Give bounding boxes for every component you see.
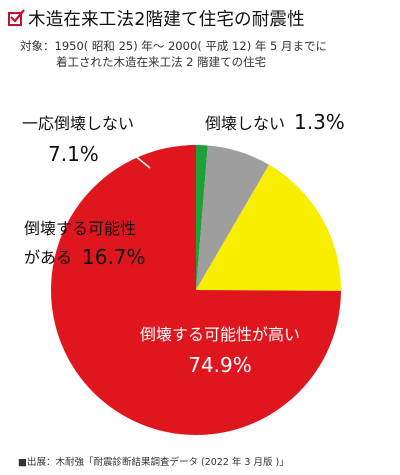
source-note: ■出展：木耐強「耐震診断結果調査データ (2022 年 3 月版 )」 bbox=[18, 457, 289, 468]
chart-header: 木造在来工法2階建て住宅の耐震性 bbox=[8, 6, 305, 31]
pie-slices bbox=[50, 145, 341, 435]
slice-may-collapse bbox=[196, 164, 341, 291]
check-box-icon bbox=[8, 8, 25, 26]
slice-no-collapse bbox=[196, 145, 208, 290]
slice-label-may-collapse-1: 倒壊する可能性 bbox=[24, 219, 136, 238]
slice-likely-collapse bbox=[50, 145, 341, 435]
slice-value-mostly-no-collapse: 7.1% bbox=[48, 142, 99, 166]
slice-value-likely-collapse: 74.9% bbox=[188, 353, 252, 377]
subtitle-line-1: 対象：1950( 昭和 25) 年～ 2000( 平成 12) 年 5 月までに bbox=[20, 39, 327, 53]
chart-subtitle: 対象：1950( 昭和 25) 年～ 2000( 平成 12) 年 5 月までに… bbox=[20, 38, 327, 70]
subtitle-line-2: 着工された木造在来工法 2 階建ての住宅 bbox=[56, 55, 267, 69]
slice-value-no-collapse: 1.3% bbox=[294, 110, 345, 134]
slice-label-likely-collapse: 倒壊する可能性が高い bbox=[140, 325, 300, 344]
slice-mostly-no-collapse bbox=[196, 145, 270, 290]
slice-label-no-collapse: 倒壊しない bbox=[205, 114, 285, 133]
slice-label-may-collapse-2: がある bbox=[24, 248, 72, 267]
chart-title: 木造在来工法2階建て住宅の耐震性 bbox=[28, 10, 305, 30]
leader-line-mostly-no-collapse bbox=[127, 149, 151, 169]
slice-label-mostly-no-collapse: 一応倒壊しない bbox=[22, 114, 134, 133]
slice-value-may-collapse: 16.7% bbox=[82, 245, 146, 269]
